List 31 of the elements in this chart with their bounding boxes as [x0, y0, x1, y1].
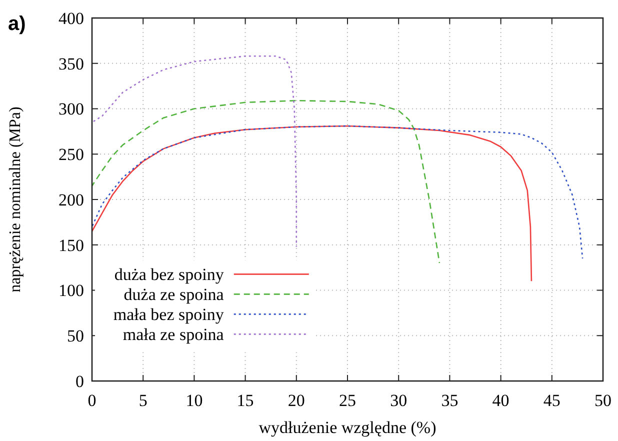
line-series [91, 125, 532, 282]
y-tick-label: 350 [58, 54, 84, 74]
line-series [91, 55, 298, 248]
legend-label: duża ze spoina [124, 285, 224, 304]
y-tick-label: 250 [58, 145, 84, 164]
y-axis-title: naprężenie nominalne (MPa) [7, 106, 24, 292]
legend-label: duża bez spoiny [114, 265, 224, 284]
x-tick-label: 20 [288, 391, 305, 410]
legend-label: mała bez spoiny [113, 305, 224, 324]
y-tick-label: 200 [58, 190, 84, 210]
y-tick-label: 0 [76, 372, 84, 391]
y-tick-label: 400 [58, 8, 84, 28]
x-tick-label: 0 [88, 391, 96, 410]
x-axis-title: wydłużenie względne (%) [258, 418, 436, 437]
y-tick-label: 300 [58, 100, 84, 119]
legend-label: mała ze spoina [122, 325, 224, 344]
y-tick-label: 150 [58, 236, 84, 255]
x-tick-label: 15 [236, 391, 254, 410]
x-tick-label: 35 [441, 391, 458, 410]
x-tick-label: 25 [339, 391, 356, 410]
y-tick-label: 50 [67, 326, 84, 346]
x-tick-label: 45 [543, 391, 560, 410]
y-tick-label: 100 [58, 281, 84, 300]
line-series [91, 100, 440, 264]
chart-title: a) [8, 13, 26, 35]
x-tick-label: 5 [138, 391, 148, 410]
x-tick-label: 40 [492, 391, 510, 410]
line-series [91, 125, 584, 260]
x-tick-label: 10 [186, 391, 203, 410]
x-tick-label: 50 [594, 391, 612, 410]
x-tick-label: 30 [390, 391, 408, 410]
